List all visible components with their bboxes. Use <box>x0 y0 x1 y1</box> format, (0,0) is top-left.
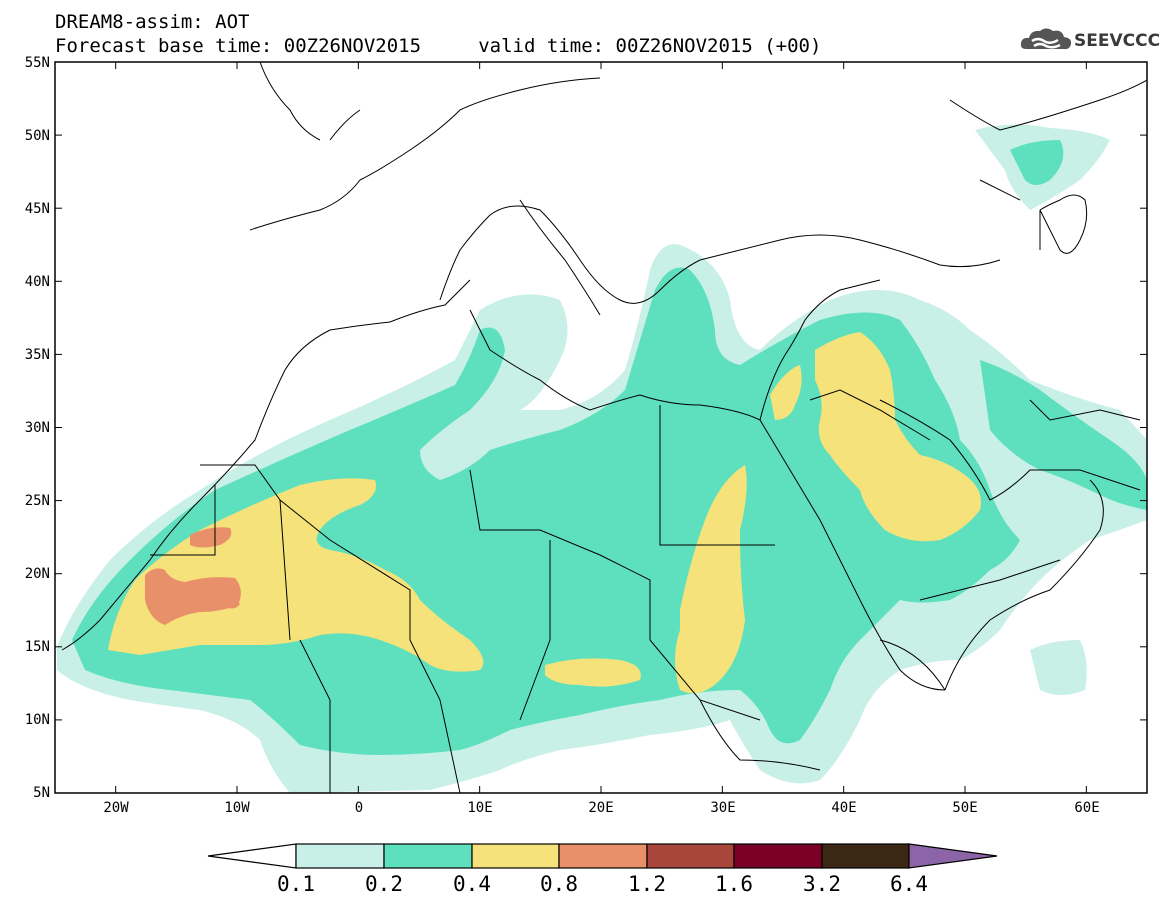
lat-label: 15N <box>24 639 50 655</box>
aot-contour-0.8 <box>145 527 241 625</box>
lon-label: 60E <box>1074 800 1100 816</box>
lon-label: 10W <box>224 800 250 816</box>
aot-contour-0.4 <box>108 332 981 694</box>
chart-title: DREAM8-assim: AOT <box>55 11 250 33</box>
lon-label: 40E <box>831 800 857 816</box>
lat-label: 25N <box>24 493 50 509</box>
lat-label: 35N <box>24 347 50 363</box>
colorbar-label: 1.2 <box>628 872 666 896</box>
lat-label: 50N <box>24 128 50 144</box>
lon-label: 20W <box>103 800 129 816</box>
lon-label: 30E <box>710 800 736 816</box>
coastlines-borders <box>61 62 1147 793</box>
lat-label: 45N <box>24 201 50 217</box>
lat-label: 30N <box>24 420 50 436</box>
colorbar-label: 0.8 <box>540 872 578 896</box>
colorbar-label: 1.6 <box>715 872 753 896</box>
lat-label: 10N <box>24 712 50 728</box>
colorbar-label: 0.2 <box>365 872 403 896</box>
lat-label: 20N <box>24 566 50 582</box>
colorbar-label: 3.2 <box>803 872 841 896</box>
forecast-time-subtitle: Forecast base time: 00Z26NOV2015 valid t… <box>55 35 822 57</box>
lon-label: 10E <box>467 800 493 816</box>
cloud-logo-icon <box>1020 28 1072 50</box>
lon-label: 0 <box>354 800 364 816</box>
colorbar-label: 0.1 <box>277 872 315 896</box>
lat-label: 40N <box>24 274 50 290</box>
seevccc-logo: SEEVCCC <box>1018 23 1161 57</box>
map-ticks <box>55 61 1147 794</box>
colorbar-label: 0.4 <box>453 872 491 896</box>
logo-text: SEEVCCC <box>1074 31 1161 51</box>
colorbar-label: 6.4 <box>890 872 928 896</box>
lat-label: 55N <box>24 55 50 71</box>
lat-label: 5N <box>33 785 50 801</box>
lon-label: 20E <box>588 800 614 816</box>
lon-label: 50E <box>952 800 978 816</box>
